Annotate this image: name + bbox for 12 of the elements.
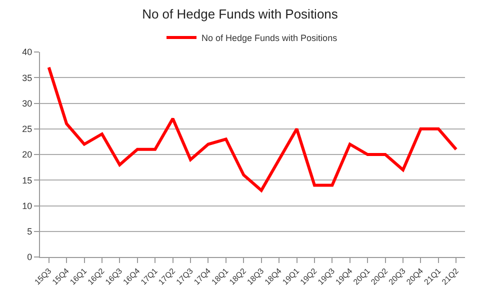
y-tick-label: 10 bbox=[22, 200, 32, 211]
legend-label: No of Hedge Funds with Positions bbox=[202, 33, 338, 44]
y-tick-label: 5 bbox=[27, 226, 32, 237]
y-tick-label: 25 bbox=[22, 124, 32, 134]
line-series bbox=[47, 66, 458, 192]
y-tick-label: 30 bbox=[22, 98, 32, 108]
y-tick-label: 20 bbox=[22, 150, 32, 160]
y-tick-label: 35 bbox=[22, 72, 32, 83]
y-tick-label: 0 bbox=[27, 252, 32, 262]
chart-title: No of Hedge Funds with Positions bbox=[142, 6, 338, 22]
y-tick-label: 15 bbox=[22, 175, 32, 186]
y-tick-label: 40 bbox=[22, 47, 32, 58]
